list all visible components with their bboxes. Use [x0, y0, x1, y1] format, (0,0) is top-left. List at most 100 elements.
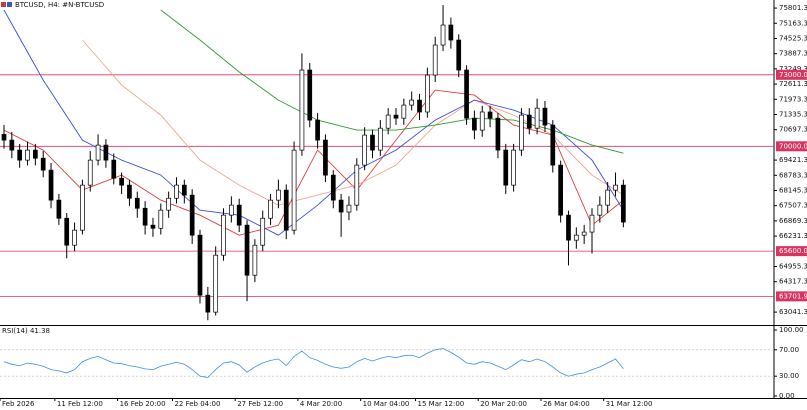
y-tick-label: 73249.3: [779, 65, 807, 73]
y-tick-label: 66231.3: [779, 232, 807, 240]
x-tick-label: 16 Feb 20:00: [120, 400, 166, 408]
y-tick-label: 69421.3: [779, 156, 807, 164]
candle-body: [95, 144, 101, 161]
candle-body: [534, 107, 540, 129]
candle-body: [307, 69, 313, 121]
rsi-line: [3, 348, 624, 378]
y-tick-label: 67507.3: [779, 202, 807, 210]
candle-body: [605, 189, 611, 206]
candle-body: [566, 214, 571, 241]
candle-body: [621, 184, 626, 223]
candle-body: [432, 44, 438, 76]
y-tick-label: 68783.3: [779, 171, 807, 179]
moving-average: [3, 89, 624, 236]
candle-body: [346, 204, 352, 213]
y-tick-label: 73887.3: [779, 50, 807, 58]
candle-body: [323, 139, 328, 176]
y-tick-label: 68145.3: [779, 186, 807, 194]
candle-body: [542, 107, 548, 126]
y-tick-label: 71335.3: [779, 110, 807, 118]
candle-body: [205, 294, 211, 313]
x-tick-label: 10 Mar 04:00: [363, 400, 410, 408]
candle-body: [166, 197, 171, 211]
candle-body: [425, 74, 430, 113]
candle-body: [150, 224, 156, 229]
rsi-tick-label: 30.00: [779, 372, 799, 380]
candle-body: [80, 184, 85, 231]
candle-body: [519, 114, 524, 151]
candle-body: [409, 99, 415, 106]
candle-body: [283, 189, 289, 231]
candle-body: [338, 199, 344, 213]
level-label-bg: [776, 291, 807, 302]
candle-body: [393, 114, 399, 119]
y-tick-label: 74525.3: [779, 34, 807, 42]
candle-body: [448, 24, 454, 41]
candle-body: [40, 157, 46, 171]
candle-body: [377, 127, 383, 151]
candle-body: [464, 69, 469, 119]
chart-title: BTCUSD, H4: #N-BTCUSD: [15, 1, 104, 9]
candle-body: [25, 149, 30, 161]
candle-body: [127, 184, 132, 199]
candle-body: [354, 164, 360, 206]
candle-body: [487, 111, 493, 119]
candle-body: [9, 139, 15, 151]
candle-body: [260, 217, 266, 246]
level-label-bg: [776, 69, 807, 80]
candle-body: [48, 169, 54, 201]
candle-body: [315, 119, 320, 141]
candle-body: [479, 111, 485, 131]
icon: [1, 2, 6, 7]
rsi-title: RSI(14) 41.38: [2, 327, 50, 335]
candle-body: [252, 244, 258, 276]
candle-body: [268, 199, 273, 219]
y-tick-label: 72611.3: [779, 80, 807, 88]
y-tick-label: 71973.3: [779, 95, 807, 103]
y-tick-label: 70697.3: [779, 126, 807, 134]
candle-body: [111, 159, 117, 179]
candle-body: [276, 189, 281, 201]
x-tick-label: 22 Feb 04:00: [174, 400, 220, 408]
candle-body: [526, 114, 532, 129]
y-tick-label: 66869.3: [779, 217, 807, 225]
candle-body: [558, 164, 563, 216]
level-label-bg: [776, 246, 807, 257]
candle-body: [503, 149, 509, 186]
level-label: 73000.0: [779, 71, 807, 79]
candle-body: [597, 204, 603, 216]
candle-body: [64, 217, 70, 246]
candle-body: [511, 149, 516, 186]
moving-average: [3, 9, 624, 236]
candle-body: [417, 99, 422, 113]
rsi-tick-label: 70.00: [779, 346, 799, 354]
candle-body: [299, 69, 305, 151]
candle-body: [495, 117, 501, 151]
candle-body: [197, 234, 203, 296]
candle-body: [213, 254, 219, 313]
x-tick-label: 4 Mar 20:00: [300, 400, 342, 408]
candle-body: [1, 134, 7, 141]
candle-body: [142, 207, 148, 226]
y-tick-label: 75163.3: [779, 19, 807, 27]
level-label-bg: [776, 141, 807, 152]
candle-body: [330, 174, 336, 201]
candle-body: [550, 124, 556, 166]
x-tick-label: Feb 2026: [2, 400, 35, 408]
y-tick-label: 63041.3: [779, 308, 807, 316]
candle-body: [613, 184, 618, 191]
candle-body: [221, 214, 226, 256]
x-tick-label: 15 Mar 12:00: [418, 400, 465, 408]
candle-body: [385, 114, 391, 129]
candle-body: [401, 104, 407, 119]
y-tick-label: 75801.3: [779, 4, 807, 12]
candle-body: [440, 24, 446, 46]
candle-body: [103, 144, 109, 161]
icon: [7, 2, 12, 7]
level-label: 63701.9: [779, 292, 807, 300]
candle-body: [229, 204, 234, 216]
candle-body: [456, 39, 462, 71]
candle-body: [362, 134, 367, 166]
x-tick-label: 26 Mar 04:00: [543, 400, 590, 408]
